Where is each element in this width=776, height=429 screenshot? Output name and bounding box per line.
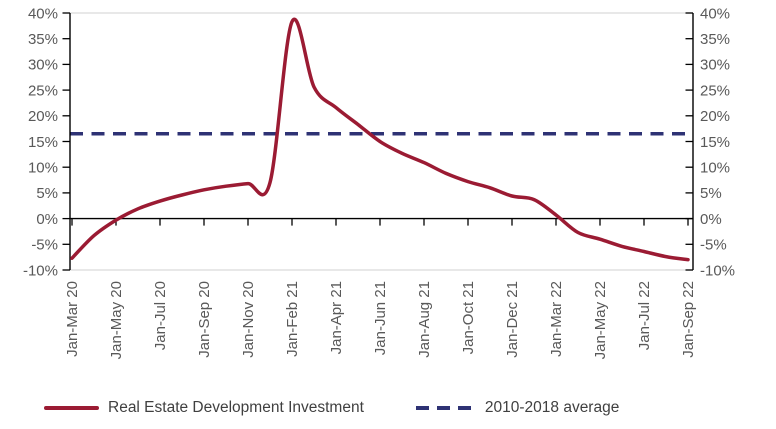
line-chart: 40% 40% 35% 35% 30% 30% 25% 25% 20% 20% 15% 15% 10% 1… bbox=[23, 5, 735, 359]
y-tick-label-right: 10% bbox=[700, 159, 730, 176]
y-tick-label-left: 20% bbox=[28, 108, 58, 125]
x-tick-label: Jan-Mar 20 bbox=[64, 281, 81, 357]
y-tick-label-right: 0% bbox=[700, 211, 722, 228]
x-tick-label: Jan-Jul 20 bbox=[152, 281, 169, 350]
y-tick-label-left: 0% bbox=[36, 211, 58, 228]
y-tick-label-right: 35% bbox=[700, 31, 730, 48]
legend-label-investment: Real Estate Development Investment bbox=[108, 399, 364, 416]
x-tick-label: Jan-Sep 22 bbox=[680, 281, 697, 358]
y-tick-label-left: 30% bbox=[28, 57, 58, 74]
solid-line-swatch-icon bbox=[44, 406, 99, 410]
x-tick-label: Jan-Oct 21 bbox=[460, 281, 477, 354]
y-tick-label-right: -5% bbox=[700, 237, 727, 254]
x-tick-label: Jan-Feb 21 bbox=[284, 281, 301, 357]
y-tick-label-left: -5% bbox=[31, 237, 58, 254]
x-tick-label: Jan-Sep 20 bbox=[196, 281, 213, 358]
y-tick-label-right: -10% bbox=[700, 262, 735, 279]
x-tick-label: Jan-Dec 21 bbox=[504, 281, 521, 358]
y-tick-label-right: 5% bbox=[700, 185, 722, 202]
y-tick-label-left: 10% bbox=[28, 159, 58, 176]
x-tick-label: Jan-Aug 21 bbox=[416, 281, 433, 358]
legend-item-investment: Real Estate Development Investment bbox=[44, 399, 364, 417]
y-tick-label-left: 35% bbox=[28, 31, 58, 48]
x-tick-label: Jan-Apr 21 bbox=[328, 281, 345, 354]
y-tick-label-left: 5% bbox=[36, 185, 58, 202]
y-tick-label-left: 15% bbox=[28, 134, 58, 151]
x-tick-label: Jan-Jul 22 bbox=[636, 281, 653, 350]
x-tick-label: Jan-May 22 bbox=[592, 281, 609, 359]
y-tick-label-right: 40% bbox=[700, 5, 730, 22]
dashed-line-swatch-icon bbox=[415, 406, 476, 410]
x-tick-label: Jan-Mar 22 bbox=[548, 281, 565, 357]
y-tick-label-right: 20% bbox=[700, 108, 730, 125]
y-tick-label-left: 25% bbox=[28, 82, 58, 99]
y-tick-label-right: 30% bbox=[700, 57, 730, 74]
y-tick-label-right: 25% bbox=[700, 82, 730, 99]
x-tick-label: Jan-Nov 20 bbox=[240, 281, 257, 358]
chart-legend: Real Estate Development Investment 2010-… bbox=[44, 399, 776, 417]
y-tick-label-right: 15% bbox=[700, 134, 730, 151]
x-tick-label: Jan-May 20 bbox=[108, 281, 125, 359]
investment-line-path bbox=[70, 17, 690, 262]
y-tick-label-left: 40% bbox=[28, 5, 58, 22]
legend-item-average: 2010-2018 average bbox=[415, 399, 620, 417]
x-tick-label: Jan-Jun 21 bbox=[372, 281, 389, 355]
y-tick-label-left: -10% bbox=[23, 262, 58, 279]
legend-label-average: 2010-2018 average bbox=[484, 399, 620, 416]
